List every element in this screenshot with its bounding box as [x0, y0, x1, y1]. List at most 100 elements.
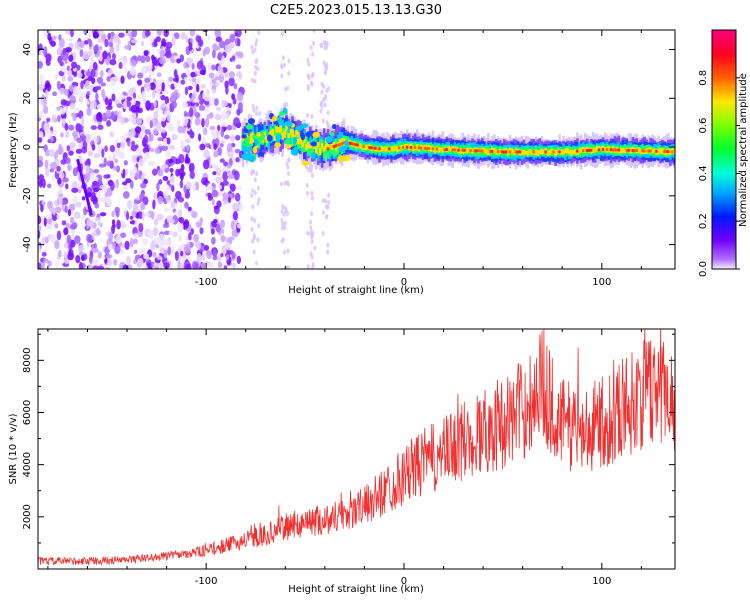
noise-speckle [108, 243, 113, 251]
noise-speckle [306, 73, 310, 79]
noise-speckle [212, 249, 218, 259]
noise-speckle [142, 264, 148, 269]
noise-speckle [231, 229, 239, 238]
signal-cell [487, 149, 490, 155]
noise-speckle [212, 164, 219, 169]
noise-speckle [62, 177, 69, 183]
noise-speckle [207, 262, 215, 268]
signal-core-cell [516, 150, 520, 154]
noise-speckle [143, 253, 150, 260]
signal-blob [283, 139, 291, 145]
signal-cell [607, 146, 611, 152]
noise-speckle [161, 38, 167, 49]
noise-speckle [310, 239, 314, 245]
noise-speckle [122, 168, 126, 179]
noise-speckle [161, 115, 166, 122]
noise-speckle [203, 46, 211, 55]
noise-speckle [70, 231, 75, 240]
signal-core-cell [372, 146, 375, 150]
signal-core-cell [352, 142, 355, 146]
noise-speckle [63, 227, 69, 236]
noise-speckle [136, 117, 143, 126]
noise-speckle [191, 260, 197, 269]
noise-speckle [151, 168, 158, 176]
signal-core-cell [338, 142, 342, 146]
signal-cell [407, 144, 411, 150]
signal-core-cell [585, 149, 589, 152]
noise-speckle [148, 133, 154, 142]
noise-speckle [57, 177, 62, 185]
noise-speckle [320, 89, 324, 95]
noise-speckle [38, 84, 44, 91]
signal-blob [331, 124, 337, 130]
signal-blob [344, 140, 349, 147]
noise-speckle [49, 168, 55, 173]
signal-blob [337, 155, 345, 163]
noise-speckle [137, 54, 142, 62]
signal-core-cell [647, 149, 650, 153]
signal-cell [639, 149, 642, 154]
noise-speckle [187, 57, 192, 67]
signal-cell [546, 150, 549, 156]
signal-core-cell [398, 146, 401, 150]
noise-speckle [75, 123, 82, 133]
x-tick-label: -100 [195, 576, 218, 587]
signal-cell [593, 147, 597, 152]
noise-speckle [152, 199, 156, 210]
noise-speckle [47, 32, 52, 41]
y-tick-label: 8000 [22, 348, 33, 373]
signal-cell [396, 146, 399, 153]
noise-speckle [47, 234, 52, 239]
noise-speckle [326, 110, 330, 116]
noise-speckle [185, 68, 191, 77]
signal-blob [248, 155, 256, 163]
noise-speckle [122, 60, 128, 66]
noise-speckle [283, 62, 287, 68]
noise-speckle [184, 157, 191, 164]
noise-speckle [320, 103, 324, 109]
signal-core-cell [544, 150, 547, 154]
noise-speckle [111, 52, 116, 60]
noise-speckle [306, 57, 310, 63]
noise-speckle [88, 255, 93, 264]
signal-blob [258, 151, 265, 157]
signal-core-cell [388, 147, 391, 151]
noise-speckle [195, 83, 200, 93]
signal-cell [467, 148, 470, 153]
signal-blob [256, 132, 261, 138]
noise-speckle [226, 143, 233, 153]
noise-speckle [141, 210, 145, 221]
noise-speckle [57, 114, 61, 123]
signal-cell [318, 147, 322, 156]
noise-speckle [71, 180, 78, 190]
noise-speckle [165, 238, 173, 247]
signal-core-cell [481, 149, 484, 153]
noise-speckle [83, 40, 89, 45]
noise-speckle [125, 211, 130, 221]
noise-speckle [97, 251, 103, 259]
signal-cell [506, 150, 510, 156]
noise-speckle [201, 253, 206, 262]
signal-core-cell [348, 141, 351, 145]
noise-speckle [214, 72, 220, 78]
noise-speckle [100, 82, 107, 87]
noise-speckle [211, 198, 215, 206]
noise-speckle [160, 94, 166, 101]
noise-speckle [113, 76, 119, 83]
noise-speckle [130, 39, 138, 44]
noise-speckle [205, 250, 212, 257]
noise-speckle [78, 96, 84, 103]
noise-speckle [116, 103, 123, 108]
y-tick-label: 4000 [22, 452, 33, 477]
noise-speckle [311, 71, 315, 77]
noise-speckle [148, 160, 155, 167]
noise-speckle [54, 240, 60, 250]
signal-core-cell [665, 150, 668, 154]
noise-speckle [121, 55, 128, 61]
noise-speckle [63, 242, 69, 249]
signal-blob [296, 125, 304, 131]
noise-speckle [149, 82, 156, 91]
noise-speckle [144, 151, 150, 159]
signal-core-cell [582, 149, 585, 153]
signal-cell [536, 150, 540, 156]
